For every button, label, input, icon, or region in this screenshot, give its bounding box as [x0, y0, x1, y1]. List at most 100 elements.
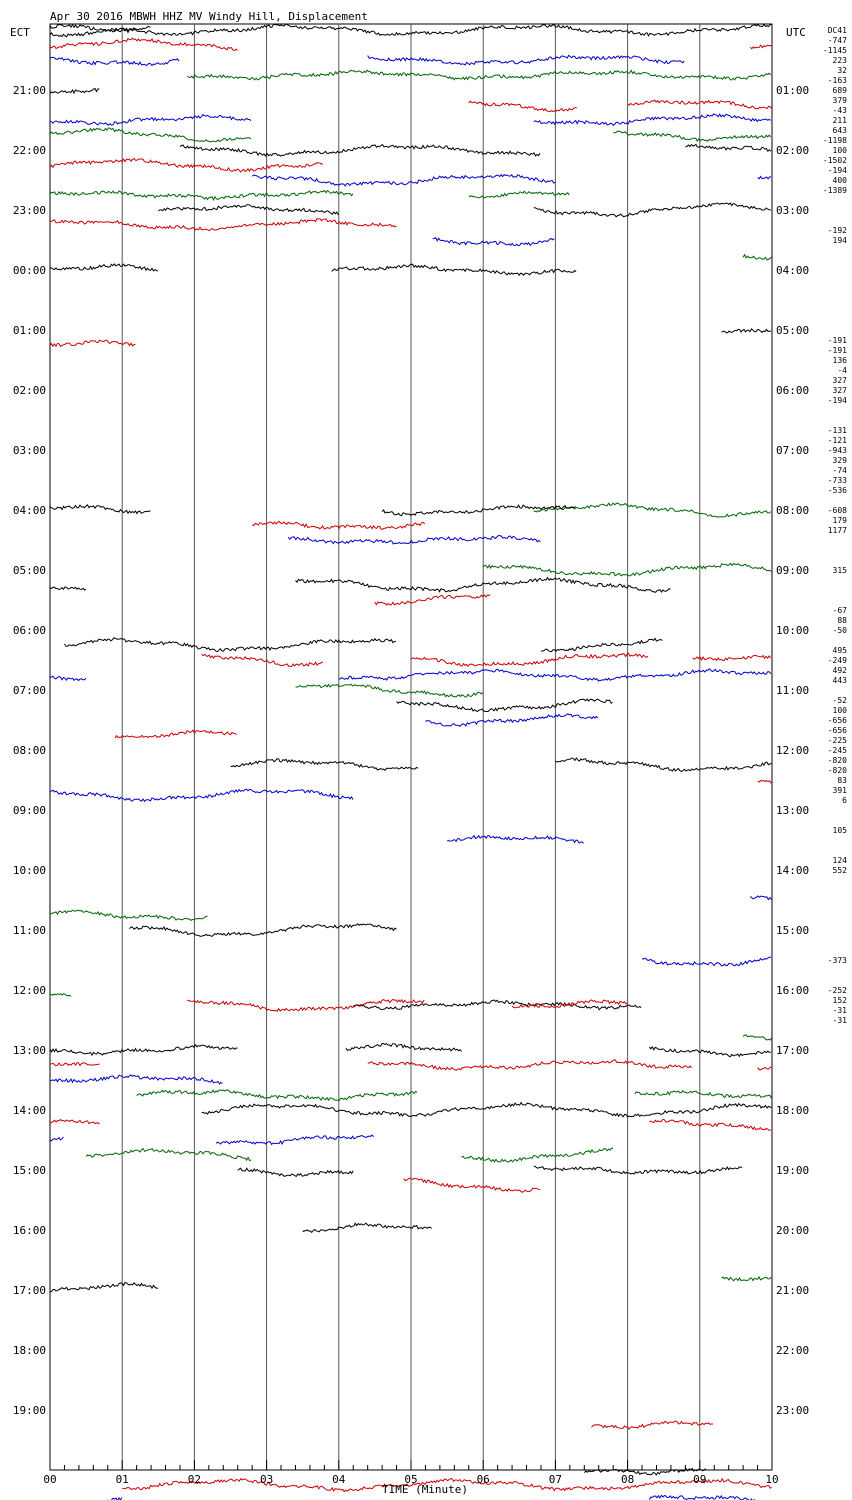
- row-value-label: -192: [828, 226, 847, 235]
- right-hour-label: 01:00: [776, 84, 809, 97]
- row-value-label: -252: [828, 986, 847, 995]
- trace-segment: [403, 1177, 541, 1193]
- trace-segment: [49, 263, 159, 272]
- trace-segment: [49, 1074, 223, 1085]
- row-value-label: 379: [833, 96, 848, 105]
- row-value-label: 689: [833, 86, 848, 95]
- x-tick-label: 04: [332, 1473, 346, 1486]
- x-tick-label: 07: [549, 1473, 562, 1486]
- trace-segment: [461, 1147, 614, 1163]
- trace-segment: [583, 1467, 707, 1476]
- trace-segment: [367, 54, 685, 66]
- x-axis-label: TIME (Minute): [382, 1483, 468, 1496]
- row-value-label: -191: [828, 336, 847, 345]
- trace-segment: [295, 683, 484, 698]
- x-tick-label: 03: [260, 1473, 273, 1486]
- trace-segment: [295, 576, 671, 594]
- right-hour-label: 22:00: [776, 1344, 809, 1357]
- right-hour-label: 07:00: [776, 444, 809, 457]
- seismic-traces: [49, 23, 773, 1500]
- trace-segment: [302, 1222, 432, 1234]
- trace-segment: [49, 26, 151, 38]
- minute-gridlines: [121, 24, 701, 1470]
- trace-segment: [353, 999, 642, 1011]
- row-value-label: -747: [828, 36, 847, 45]
- row-value-label: 88: [837, 616, 847, 625]
- row-value-label: -820: [828, 766, 847, 775]
- row-value-label: -1389: [823, 186, 847, 195]
- left-hour-label: 06:00: [13, 624, 46, 637]
- right-hour-label: 18:00: [776, 1104, 809, 1117]
- trace-segment: [331, 263, 577, 277]
- trace-segment: [215, 1134, 374, 1146]
- trace-segment: [50, 113, 252, 126]
- trace-segment: [613, 130, 772, 143]
- trace-segment: [468, 190, 570, 199]
- trace-segment: [641, 956, 772, 967]
- right-hour-label: 20:00: [776, 1224, 809, 1237]
- trace-segment: [49, 87, 100, 95]
- left-hour-label: 13:00: [13, 1044, 46, 1057]
- row-value-label: 443: [833, 676, 848, 685]
- trace-segment: [49, 1043, 238, 1057]
- right-hour-label: 03:00: [776, 204, 809, 217]
- row-value-label: 100: [833, 706, 848, 715]
- row-value-label: 83: [837, 776, 847, 785]
- row-value-label: 329: [833, 456, 848, 465]
- row-value-label: 100: [833, 146, 848, 155]
- trace-segment: [49, 586, 87, 591]
- trace-segment: [648, 1045, 771, 1058]
- trace-segment: [555, 757, 772, 772]
- trace-segment: [482, 562, 772, 577]
- row-value-label: 315: [833, 566, 848, 575]
- left-hour-label: 03:00: [13, 444, 46, 457]
- trace-segment: [49, 1282, 158, 1293]
- trace-segment: [201, 1101, 772, 1118]
- row-value-label: -225: [828, 736, 847, 745]
- left-hour-label: 17:00: [13, 1284, 46, 1297]
- row-value-label: -163: [828, 76, 847, 85]
- trace-segment: [374, 594, 491, 606]
- trace-segment: [533, 113, 771, 126]
- chart-title: Apr 30 2016 MBWH HHZ MV Windy Hill, Disp…: [50, 10, 368, 23]
- left-hour-label: 22:00: [13, 144, 46, 157]
- trace-segment: [749, 895, 772, 901]
- row-value-label: 136: [833, 356, 848, 365]
- left-hour-label: 21:00: [13, 84, 46, 97]
- row-value-label: -31: [833, 1016, 848, 1025]
- row-value-label: -820: [828, 756, 847, 765]
- trace-segment: [251, 173, 556, 187]
- row-value-label: -4: [837, 366, 847, 375]
- trace-segment: [49, 1118, 100, 1125]
- row-value-label: -373: [828, 956, 847, 965]
- x-tick-label: 10: [765, 1473, 778, 1486]
- trace-segment: [136, 1089, 418, 1102]
- trace-segment: [425, 713, 599, 727]
- row-value-label: -194: [828, 396, 847, 405]
- row-value-label: -943: [828, 446, 847, 455]
- row-value-label: -1145: [823, 46, 847, 55]
- row-value-labels: DC41-747-114522332-163689379-43211643-11…: [823, 26, 847, 1025]
- left-hour-labels: 21:00 22:00 23:00 00:00 01:00 02:00 03:00 04:00…: [13, 84, 46, 1417]
- trace-segment: [49, 23, 772, 37]
- trace-segment: [179, 144, 541, 158]
- trace-segment: [757, 779, 772, 784]
- trace-segment: [540, 637, 663, 653]
- row-value-label: 391: [833, 786, 848, 795]
- trace-segment: [49, 1136, 64, 1142]
- right-hour-label: 11:00: [776, 684, 809, 697]
- trace-segment: [50, 56, 180, 67]
- right-axis-label: UTC: [786, 26, 806, 39]
- trace-segment: [237, 1167, 354, 1178]
- trace-segment: [252, 520, 426, 530]
- row-value-label: -536: [828, 486, 847, 495]
- row-value-label: 105: [833, 826, 848, 835]
- row-value-label: 152: [833, 996, 848, 1005]
- row-value-label: -245: [828, 746, 847, 755]
- trace-segment: [649, 1118, 771, 1131]
- right-hour-label: 16:00: [776, 984, 809, 997]
- trace-segment: [410, 652, 649, 668]
- row-value-label: 643: [833, 126, 848, 135]
- trace-segment: [158, 204, 339, 216]
- row-value-label: -131: [828, 426, 847, 435]
